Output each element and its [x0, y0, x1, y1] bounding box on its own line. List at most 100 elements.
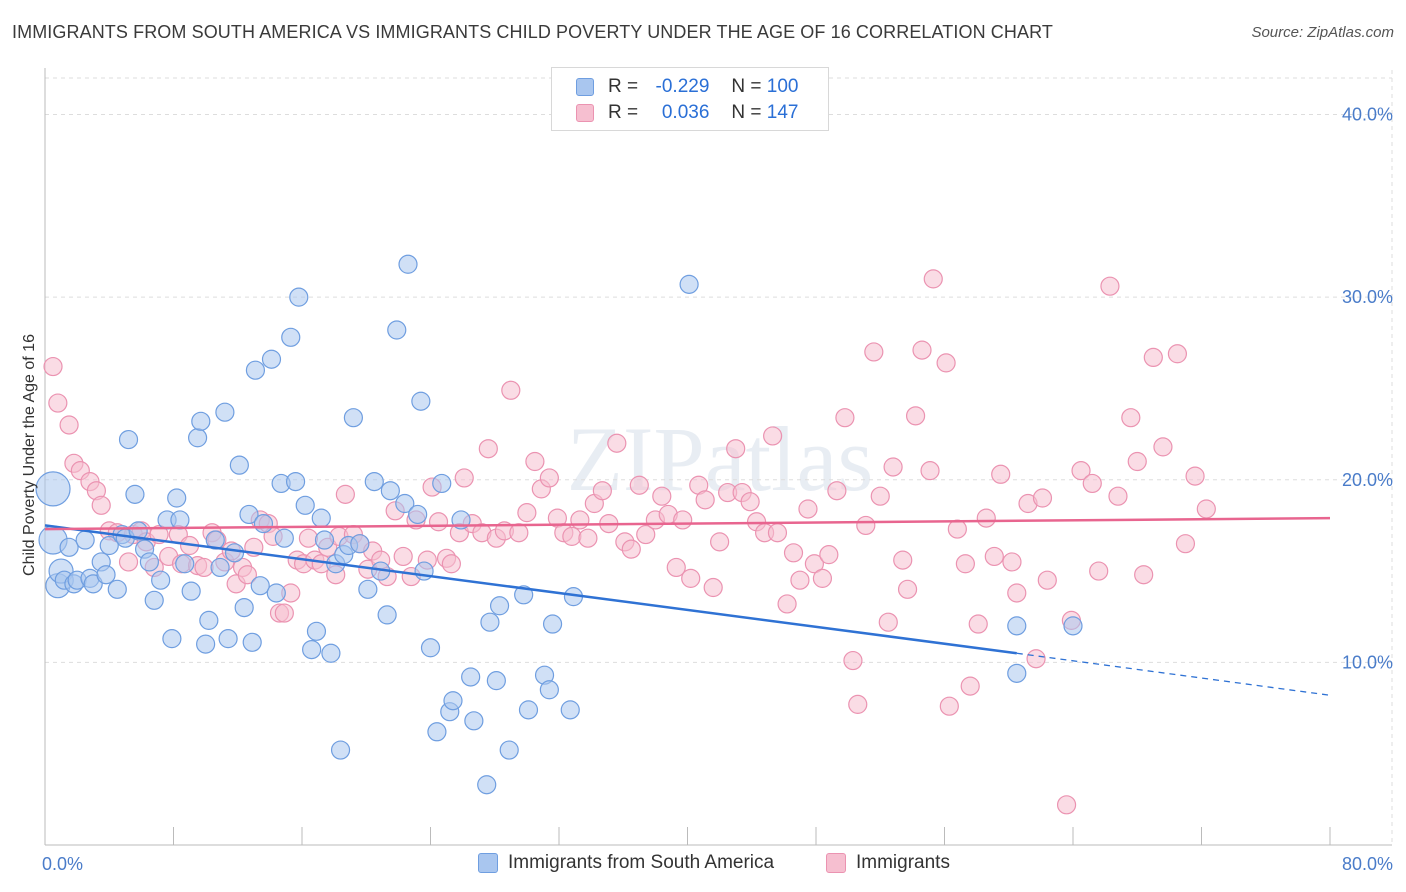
data-point-south-america [302, 639, 322, 660]
data-point-immigrants [274, 603, 294, 623]
r-value-blue: -0.229 [655, 76, 710, 97]
data-point-south-america [274, 528, 294, 548]
data-point-south-america [261, 349, 282, 369]
data-point-south-america [1007, 663, 1027, 683]
data-point-south-america [239, 504, 259, 525]
data-point-immigrants [827, 481, 847, 501]
data-point-south-america [191, 411, 211, 431]
data-point-south-america [542, 614, 563, 634]
data-point-south-america [311, 508, 331, 528]
data-point-south-america [59, 537, 79, 557]
y-tick-label: 10.0% [1342, 652, 1393, 672]
data-point-immigrants [1121, 408, 1141, 428]
data-point-immigrants [1196, 499, 1216, 519]
data-point-immigrants [1037, 570, 1057, 590]
data-point-south-america [461, 667, 481, 687]
correlation-legend: R = -0.229 N = 100 R = 0.036 N = 147 [551, 67, 829, 131]
data-point-south-america [199, 610, 219, 630]
data-point-south-america [175, 554, 195, 574]
legend-swatch-pink [826, 853, 846, 873]
data-point-immigrants [740, 492, 760, 512]
data-point-south-america [234, 597, 254, 618]
data-point-immigrants [710, 532, 730, 552]
tick-labels: 10.0% 20.0% 30.0% 40.0% 0.0% 80.0% [42, 105, 1393, 874]
data-point-south-america [289, 287, 309, 307]
x-tick-label: 80.0% [1342, 854, 1393, 874]
data-point-immigrants [763, 426, 783, 446]
y-axis-title: Child Poverty Under the Age of 16 [21, 334, 38, 576]
data-point-immigrants [1127, 451, 1147, 472]
n-label: N = [731, 76, 762, 97]
data-point-immigrants [1026, 649, 1046, 669]
n-value-pink: 147 [766, 102, 799, 123]
data-point-south-america [432, 473, 452, 494]
data-point-immigrants [428, 512, 449, 532]
data-point-immigrants [991, 464, 1011, 484]
data-point-immigrants [607, 433, 627, 453]
data-point-south-america [443, 691, 463, 711]
data-point-south-america [1063, 616, 1083, 636]
legend-item-immigrants: Immigrants [826, 852, 950, 874]
data-point-immigrants [118, 552, 139, 572]
data-point-immigrants [237, 565, 257, 585]
data-point-south-america [499, 740, 519, 760]
data-point-immigrants [578, 528, 598, 548]
data-point-immigrants [936, 353, 956, 373]
data-point-south-america [489, 596, 510, 616]
axes [44, 68, 1392, 846]
data-point-south-america [218, 629, 238, 649]
data-point-immigrants [893, 550, 913, 570]
data-point-immigrants [848, 694, 868, 714]
data-point-immigrants [726, 439, 746, 459]
data-point-south-america [377, 605, 397, 625]
data-point-south-america [250, 576, 270, 596]
legend-swatch-blue [576, 78, 594, 96]
data-point-south-america [314, 530, 335, 550]
data-point-immigrants [1032, 488, 1053, 508]
data-point-immigrants [517, 503, 537, 523]
data-point-south-america [306, 621, 327, 641]
y-tick-label: 20.0% [1342, 470, 1393, 490]
data-point-south-america [364, 471, 384, 492]
data-point-south-america [167, 488, 187, 508]
data-point-immigrants [947, 519, 967, 539]
data-point-immigrants [673, 510, 693, 530]
data-point-immigrants [870, 486, 890, 506]
data-point-immigrants [43, 356, 63, 377]
data-point-south-america [162, 629, 182, 649]
data-point-immigrants [819, 545, 839, 565]
data-point-south-america [408, 504, 428, 525]
data-point-south-america [1007, 616, 1027, 636]
data-point-immigrants [393, 546, 413, 567]
data-point-immigrants [783, 543, 804, 563]
data-point-south-america [35, 471, 71, 507]
data-point-immigrants [878, 612, 898, 632]
data-point-south-america [560, 700, 580, 720]
data-point-south-america [196, 634, 216, 654]
data-point-immigrants [525, 451, 545, 472]
r-label: R = [608, 76, 639, 97]
data-point-immigrants [939, 696, 959, 716]
chart-title: IMMIGRANTS FROM SOUTH AMERICA VS IMMIGRA… [12, 22, 1053, 42]
data-point-south-america [139, 552, 160, 572]
data-point-south-america [229, 455, 249, 475]
legend-row-south-america: R = -0.229 N = 100 [576, 74, 798, 100]
data-point-immigrants [652, 486, 672, 506]
data-point-immigrants [835, 408, 855, 428]
data-point-immigrants [703, 577, 723, 598]
data-point-immigrants [1089, 561, 1109, 581]
data-point-south-america [330, 740, 351, 760]
data-point-south-america [253, 513, 274, 534]
data-point-immigrants [695, 490, 715, 510]
data-point-south-america [477, 775, 497, 795]
data-point-south-america [215, 402, 235, 422]
data-point-south-america [266, 583, 286, 603]
data-point-immigrants [955, 554, 975, 574]
data-point-immigrants [883, 457, 903, 477]
data-point-immigrants [790, 570, 810, 590]
data-point-south-america [96, 565, 116, 585]
data-point-south-america [358, 579, 378, 599]
legend-label: Immigrants [856, 852, 950, 873]
data-point-south-america [242, 632, 262, 652]
data-point-immigrants [1143, 347, 1163, 368]
